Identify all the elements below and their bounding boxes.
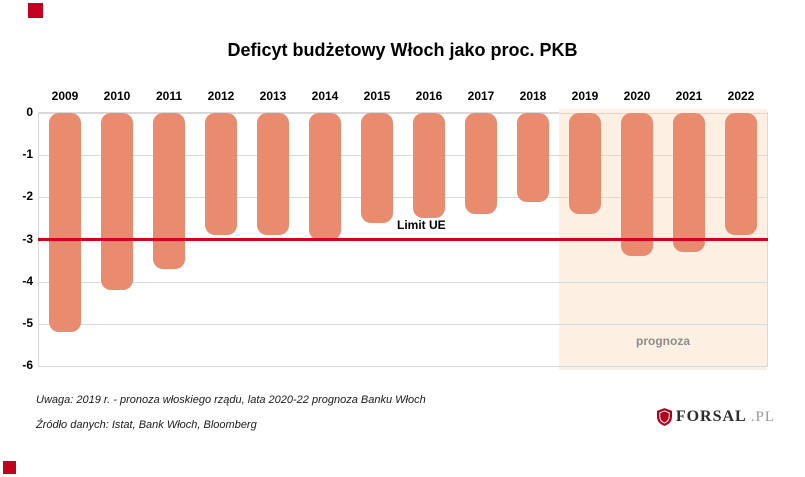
limit-line: [38, 238, 768, 241]
y-axis-label: -1: [22, 147, 33, 162]
year-label: 2012: [207, 89, 235, 103]
bar: [153, 113, 185, 270]
bar: [309, 113, 341, 240]
note-uwaga: Uwaga: 2019 r. - pronoza włoskiego rządu…: [36, 394, 426, 406]
bar: [101, 113, 133, 291]
y-axis-label: -6: [22, 358, 33, 372]
plot-area: 0 -1 -2 -3 -4 -5 -6 2009 2010 2011 2012 2013 2014 201…: [22, 89, 768, 372]
year-label: 2011: [155, 89, 183, 103]
bar: [673, 113, 705, 253]
forecast-label: prognoza: [636, 334, 690, 348]
gridline: [39, 113, 767, 114]
year-label: 2021: [675, 89, 703, 103]
gridline: [39, 197, 767, 199]
year-label: 2016: [415, 89, 443, 103]
y-axis-label: -5: [22, 315, 33, 330]
gridline: [39, 155, 767, 157]
forsal-crest-icon: [656, 408, 672, 426]
y-axis-label: -4: [22, 273, 33, 288]
year-label: 2009: [51, 89, 79, 103]
corner-mark-bottom: [3, 461, 16, 474]
logo-suffix: .PL: [750, 408, 775, 425]
bar: [49, 113, 81, 333]
y-axis-label: -3: [22, 231, 33, 246]
logo-text: FORSAL: [675, 408, 747, 425]
bar: [465, 113, 497, 215]
bar: [725, 113, 757, 236]
bar: [517, 113, 549, 202]
y-axis-label: 0: [26, 105, 33, 119]
gridline: [39, 281, 767, 283]
year-label: 2018: [519, 89, 547, 103]
year-label: 2017: [467, 89, 495, 103]
forsal-logo: FORSAL .PL: [656, 408, 775, 426]
limit-line-label: Limit UE: [397, 217, 446, 232]
year-label: 2014: [311, 89, 339, 103]
bar: [257, 113, 289, 236]
bar: [361, 113, 393, 223]
bar: [205, 113, 237, 236]
y-axis-label: -2: [22, 189, 33, 204]
bar: [569, 113, 601, 215]
gridline: [39, 323, 767, 325]
bar: [621, 113, 653, 257]
year-label: 2013: [259, 89, 287, 103]
year-label: 2010: [103, 89, 131, 103]
year-label: 2020: [623, 89, 651, 103]
corner-mark-top: [28, 3, 43, 18]
bar: [413, 113, 445, 219]
year-label: 2015: [363, 89, 391, 103]
year-label: 2019: [571, 89, 599, 103]
chart-title: Deficyt budżetowy Włoch jako proc. PKB: [227, 40, 578, 60]
year-label: 2022: [727, 89, 755, 103]
note-source: Źródło danych: Istat, Bank Włoch, Bloomb…: [36, 419, 257, 431]
gridline: [39, 366, 767, 367]
